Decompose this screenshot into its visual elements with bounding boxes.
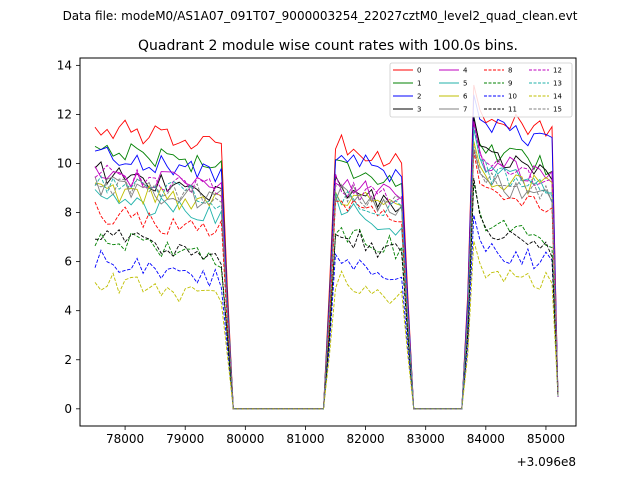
legend-label-0: 0 [417,67,421,75]
series-line-9 [94,182,559,410]
legend-label-9: 9 [508,80,512,88]
x-tick-label: 85000 [527,432,565,446]
legend-frame [389,62,573,118]
legend-label-14: 14 [553,93,562,101]
series-line-14 [94,240,559,410]
legend-label-13: 13 [553,80,562,88]
legend-label-8: 8 [508,67,512,75]
legend-label-6: 6 [463,93,468,101]
x-tick-label: 82000 [346,432,384,446]
x-tick-label: 84000 [467,432,505,446]
y-axis-ticks: 0 2 4 6 8 10 12 14 [57,58,80,416]
legend-label-10: 10 [508,93,517,101]
plot-frame [79,57,577,427]
y-tick-label: 0 [64,402,72,416]
legend-label-7: 7 [463,106,467,114]
series-line-10 [94,214,559,410]
legend-label-4: 4 [463,67,468,75]
legend-label-11: 11 [508,106,517,114]
x-axis-ticks: 78000 79000 80000 81000 82000 83000 84000 85000 [106,426,565,446]
x-tick-label: 78000 [106,432,144,446]
y-tick-label: 8 [64,206,72,220]
legend-label-15: 15 [553,106,562,114]
x-tick-label: 81000 [286,432,324,446]
legend-label-2: 2 [417,93,421,101]
legend-label-5: 5 [463,80,467,88]
legend-label-1: 1 [417,80,421,88]
x-offset-label: +3.096e8 [517,455,576,469]
x-tick-label: 79000 [166,432,204,446]
series-line-15 [94,146,559,410]
figure-suptitle: Data file: modeM0/AS1A07_091T07_90000032… [63,9,578,23]
series-layer [94,84,559,410]
y-tick-label: 14 [57,58,72,72]
series-line-12 [94,122,559,410]
series-line-11 [94,178,559,410]
x-tick-label: 80000 [226,432,264,446]
legend-label-12: 12 [553,67,562,75]
legend-label-3: 3 [417,106,421,114]
y-tick-label: 12 [57,107,72,121]
y-tick-label: 6 [64,255,72,269]
series-line-8 [94,151,559,410]
y-tick-label: 4 [64,304,72,318]
y-tick-label: 2 [64,353,72,367]
x-tick-label: 83000 [407,432,445,446]
chart-title: Quadrant 2 module wise count rates with … [138,38,518,54]
y-tick-label: 10 [57,156,72,170]
